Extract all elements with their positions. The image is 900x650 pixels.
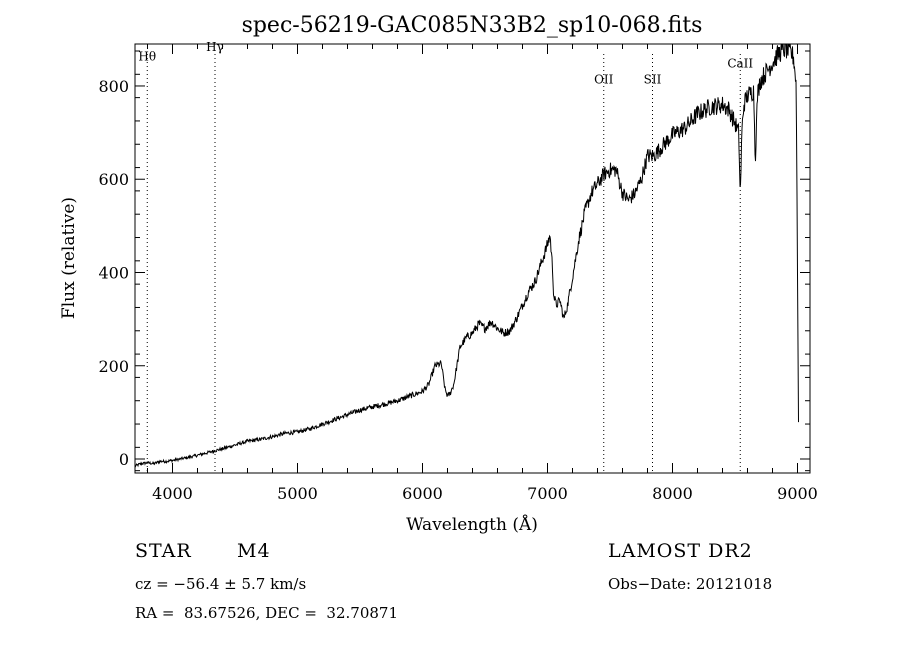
x-axis: 4000 5000 6000 7000 8000 9000 xyxy=(147,44,818,503)
x-tick-label: 5000 xyxy=(277,484,318,503)
spectral-line-label: SII xyxy=(644,73,662,87)
spectral-line-label: Hθ xyxy=(138,49,156,63)
y-tick-label: 0 xyxy=(119,450,129,469)
plot-area: Hθ Hγ OII SII CaII xyxy=(135,40,799,473)
x-tick-label: 7000 xyxy=(527,484,568,503)
object-subclass: M4 xyxy=(237,540,271,562)
y-axis: 0 200 400 600 800 xyxy=(98,50,810,472)
observation-date: Obs−Date: 20121018 xyxy=(608,575,773,593)
spectral-line-label: OII xyxy=(594,73,614,87)
y-tick-label: 400 xyxy=(98,263,129,282)
y-tick-label: 600 xyxy=(98,170,129,189)
x-tick-label: 6000 xyxy=(402,484,443,503)
spectral-line-label: Hγ xyxy=(206,40,224,54)
spectrum-line xyxy=(135,44,799,468)
chart-title: spec-56219-GAC085N33B2_sp10-068.fits xyxy=(242,13,703,38)
y-tick-label: 800 xyxy=(98,77,129,96)
survey-name: LAMOST DR2 xyxy=(608,540,753,562)
object-type: STAR xyxy=(135,540,192,562)
spectral-line-label: CaII xyxy=(727,56,753,70)
y-axis-label: Flux (relative) xyxy=(59,197,79,319)
redshift-cz: cz = −56.4 ± 5.7 km/s xyxy=(135,575,307,593)
x-axis-label: Wavelength (Å) xyxy=(406,514,538,535)
x-tick-label: 4000 xyxy=(152,484,193,503)
coordinates: RA = 83.67526, DEC = 32.70871 xyxy=(135,604,399,622)
x-tick-label: 8000 xyxy=(652,484,693,503)
y-tick-label: 200 xyxy=(98,357,129,376)
x-tick-label: 9000 xyxy=(777,484,818,503)
